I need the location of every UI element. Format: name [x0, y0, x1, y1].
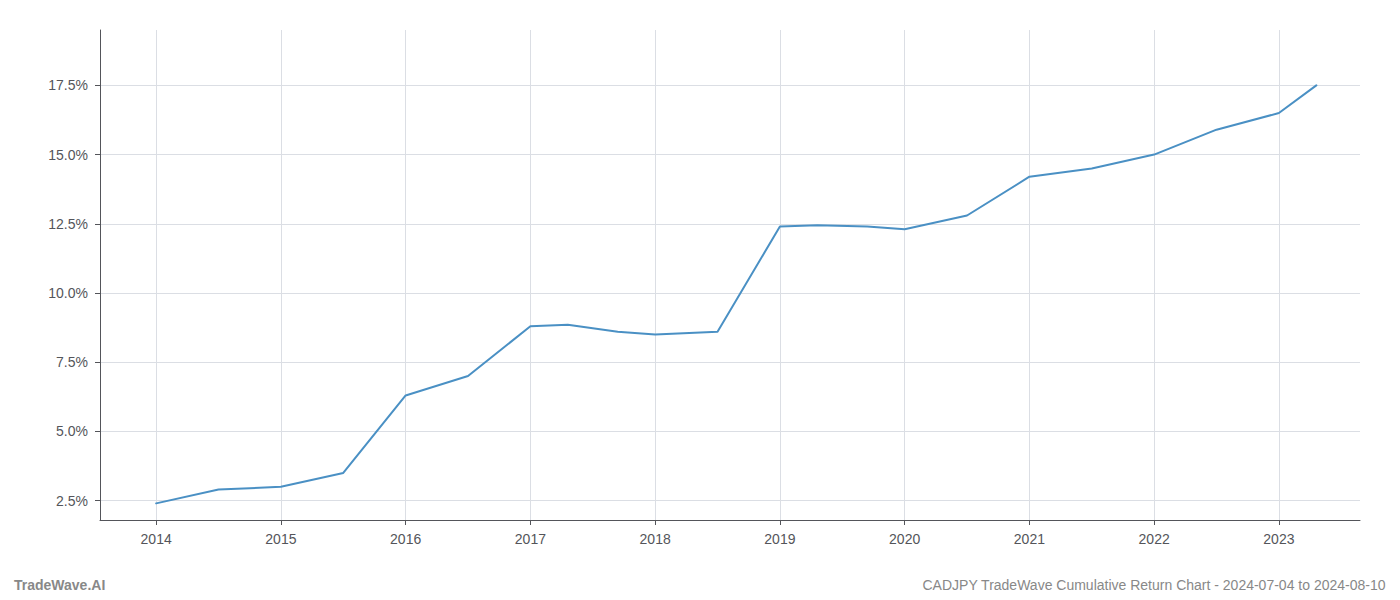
svg-text:15.0%: 15.0%	[48, 147, 88, 163]
svg-text:17.5%: 17.5%	[48, 77, 88, 93]
svg-text:2018: 2018	[640, 531, 671, 547]
svg-text:CADJPY TradeWave Cumulative Re: CADJPY TradeWave Cumulative Return Chart…	[922, 577, 1385, 593]
svg-text:7.5%: 7.5%	[56, 354, 88, 370]
svg-text:2.5%: 2.5%	[56, 493, 88, 509]
svg-text:2014: 2014	[141, 531, 172, 547]
svg-text:TradeWave.AI: TradeWave.AI	[14, 577, 105, 593]
svg-text:10.0%: 10.0%	[48, 285, 88, 301]
svg-text:5.0%: 5.0%	[56, 423, 88, 439]
svg-text:12.5%: 12.5%	[48, 216, 88, 232]
svg-text:2022: 2022	[1139, 531, 1170, 547]
svg-text:2019: 2019	[764, 531, 795, 547]
svg-text:2015: 2015	[265, 531, 296, 547]
svg-text:2021: 2021	[1014, 531, 1045, 547]
svg-text:2017: 2017	[515, 531, 546, 547]
svg-text:2023: 2023	[1263, 531, 1294, 547]
svg-text:2016: 2016	[390, 531, 421, 547]
svg-text:2020: 2020	[889, 531, 920, 547]
